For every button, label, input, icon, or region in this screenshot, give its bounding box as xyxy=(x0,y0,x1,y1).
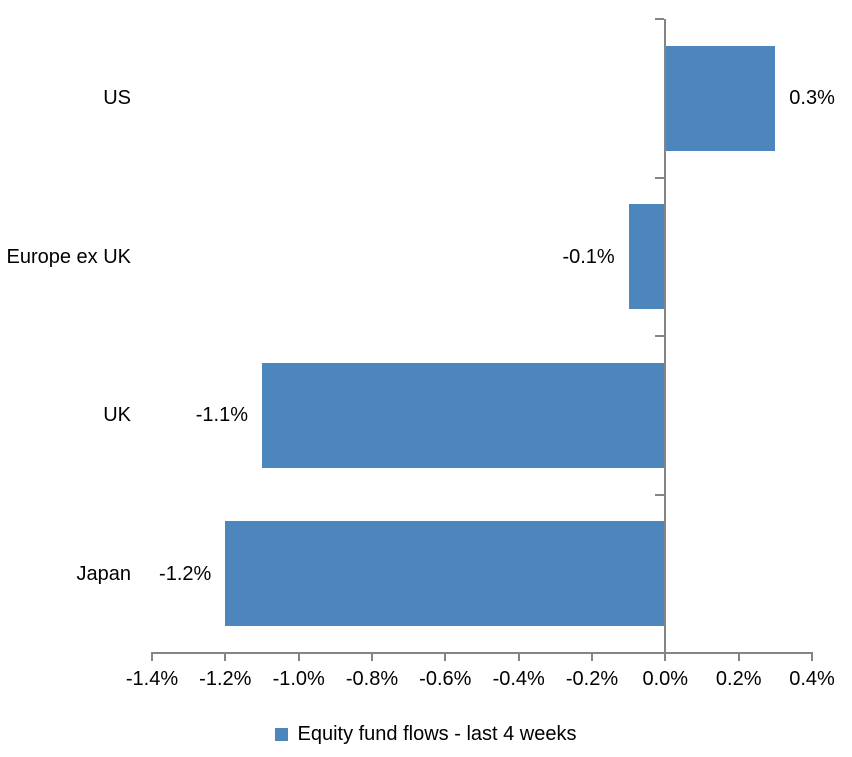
x-axis-tick xyxy=(737,652,740,661)
x-axis-tick-label: -0.6% xyxy=(419,668,472,690)
data-label-us: 0.3% xyxy=(789,87,835,110)
zero-baseline xyxy=(664,19,667,653)
bar-us xyxy=(665,45,776,151)
bar-uk xyxy=(262,362,666,468)
x-axis-tick-label: 0.4% xyxy=(789,668,835,690)
x-axis-tick-label: -1.4% xyxy=(125,668,179,690)
category-label-japan: Japan xyxy=(76,562,132,585)
x-axis-tick xyxy=(224,652,227,661)
x-axis-tick-label: -0.4% xyxy=(492,668,545,690)
category-axis-tick xyxy=(655,335,665,337)
bar-europe-ex-uk xyxy=(628,204,666,310)
x-axis-tick-label: 0.0% xyxy=(642,668,689,690)
bar-japan xyxy=(225,521,666,627)
data-label-europe-ex-uk: -0.1% xyxy=(562,245,615,268)
x-axis-tick xyxy=(591,652,593,661)
category-axis-tick xyxy=(655,18,665,20)
x-axis-line xyxy=(152,652,812,654)
x-axis-tick xyxy=(444,652,447,661)
category-label-us: US xyxy=(103,87,131,110)
x-axis-tick xyxy=(517,652,520,661)
x-axis-tick-label: 0.2% xyxy=(715,668,762,690)
data-label-japan: -1.2% xyxy=(159,562,212,585)
x-axis-tick-label: -0.2% xyxy=(565,668,619,690)
category-axis-tick xyxy=(655,493,665,496)
category-label-uk: UK xyxy=(103,404,131,427)
legend-color-swatch xyxy=(275,727,289,741)
category-axis-tick xyxy=(655,176,665,179)
x-axis-tick xyxy=(664,652,667,661)
x-axis-tick-label: -1.0% xyxy=(272,668,325,690)
data-label-uk: -1.1% xyxy=(195,404,248,427)
category-label-europe-ex-uk: Europe ex UK xyxy=(6,245,131,268)
chart-legend: Equity fund flows - last 4 weeks xyxy=(0,719,852,749)
x-axis-tick xyxy=(151,652,153,661)
x-axis-tick xyxy=(297,652,300,661)
x-axis-tick-label: -1.2% xyxy=(199,668,252,690)
x-axis-tick xyxy=(371,652,373,661)
x-axis-tick-label: -0.8% xyxy=(345,668,399,690)
legend-label: Equity fund flows - last 4 weeks xyxy=(297,722,577,745)
x-axis-tick xyxy=(811,652,813,661)
